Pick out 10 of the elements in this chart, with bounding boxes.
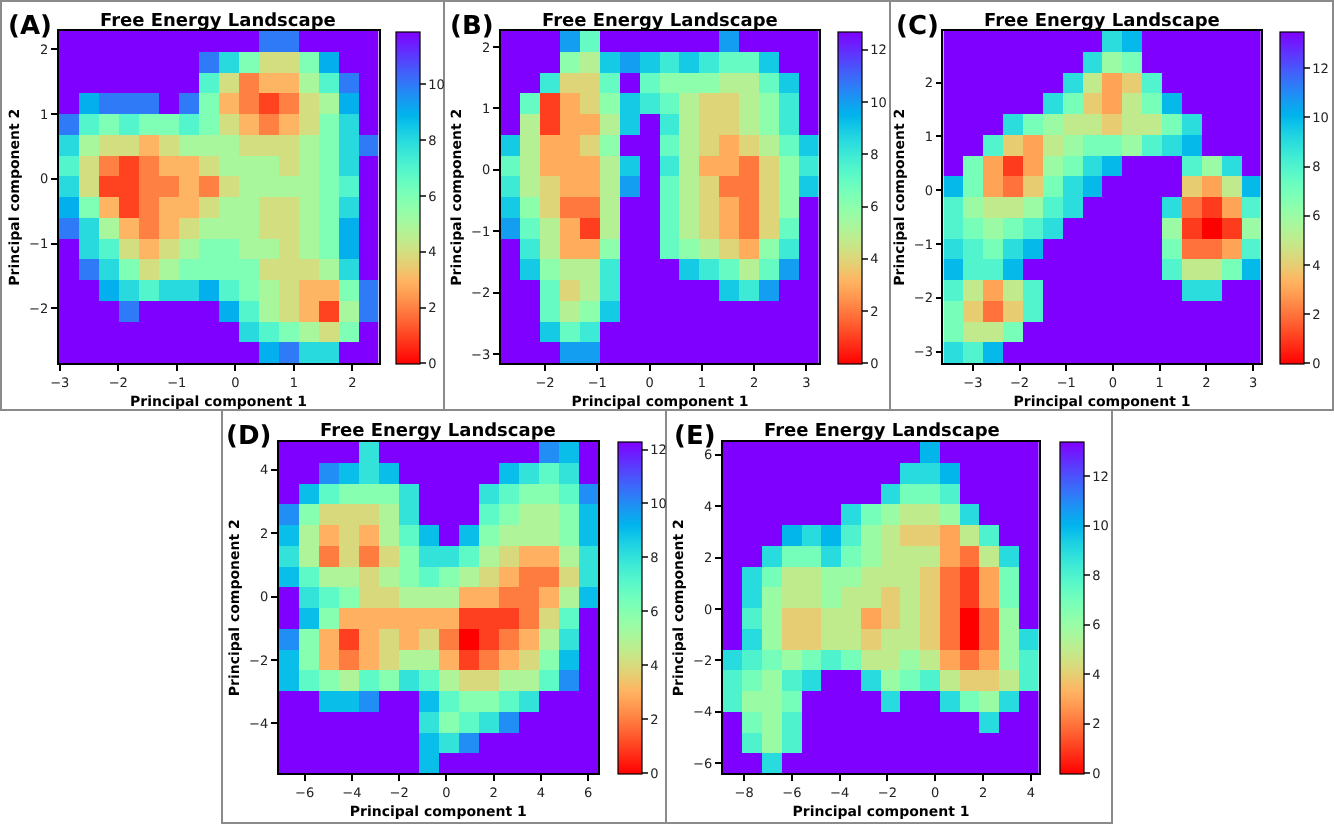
chart-title: Free Energy Landscape bbox=[984, 12, 1220, 32]
chart-title: Free Energy Landscape bbox=[320, 422, 556, 442]
text: (E) bbox=[674, 422, 716, 452]
chart-title: Free Energy Landscape bbox=[764, 422, 1000, 442]
text: (A) bbox=[8, 12, 52, 42]
text: (D) bbox=[226, 422, 272, 452]
text: (C) bbox=[896, 12, 939, 42]
chart-title: Free Energy Landscape bbox=[542, 12, 778, 32]
text: (B) bbox=[450, 12, 494, 42]
chart-title: Free Energy Landscape bbox=[100, 12, 336, 32]
